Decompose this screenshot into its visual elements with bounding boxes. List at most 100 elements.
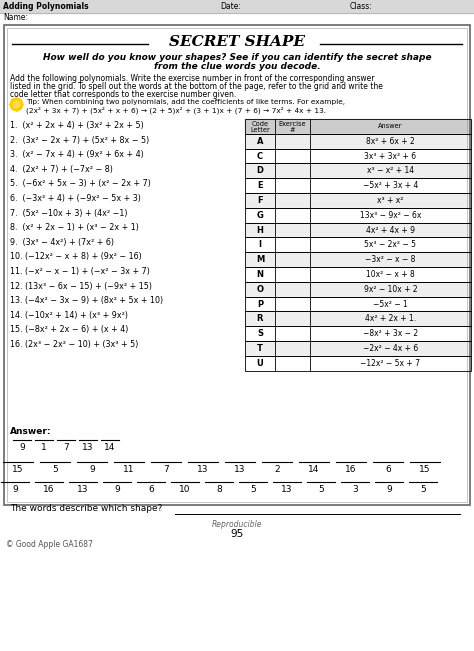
Bar — [4, 25, 470, 505]
Text: SECRET SHAPE: SECRET SHAPE — [169, 35, 305, 49]
Text: E: E — [257, 181, 263, 190]
Bar — [245, 311, 471, 326]
Text: 13: 13 — [234, 465, 246, 474]
Bar — [245, 223, 471, 238]
Text: listed in the grid. To spell out the words at the bottom of the page, refer to t: listed in the grid. To spell out the wor… — [10, 82, 383, 91]
Text: Reproducible: Reproducible — [212, 520, 262, 529]
Bar — [245, 326, 471, 341]
Text: H: H — [256, 226, 264, 234]
Text: 10: 10 — [179, 485, 191, 494]
Text: 13: 13 — [82, 443, 94, 452]
Bar — [245, 119, 471, 134]
Bar — [245, 178, 471, 193]
Text: 2: 2 — [274, 465, 280, 474]
Text: 2.  (3x² − 2x + 7) + (5x² + 8x − 5): 2. (3x² − 2x + 7) + (5x² + 8x − 5) — [10, 135, 149, 145]
Text: T: T — [257, 344, 263, 353]
Bar — [245, 282, 471, 297]
Bar — [245, 252, 471, 267]
Text: −12x² − 5x + 7: −12x² − 5x + 7 — [361, 359, 420, 368]
Text: 7: 7 — [63, 443, 69, 452]
Text: −8x² + 3x − 2: −8x² + 3x − 2 — [363, 329, 418, 339]
Bar — [245, 282, 471, 297]
Text: 9: 9 — [89, 465, 95, 474]
Bar — [245, 134, 471, 148]
Text: 3x³ + 3x² + 6: 3x³ + 3x² + 6 — [365, 152, 417, 161]
Bar — [245, 208, 471, 223]
Text: Answer:: Answer: — [10, 427, 52, 436]
Text: 1.  (x² + 2x + 4) + (3x² + 2x + 5): 1. (x² + 2x + 4) + (3x² + 2x + 5) — [10, 121, 144, 130]
Text: 15: 15 — [12, 465, 24, 474]
Text: (2x² + 3x + 7) + (5x² + x + 6) → (2 + 5)x² + (3 + 1)x + (7 + 6) → 7x² + 4x + 13.: (2x² + 3x + 7) + (5x² + x + 6) → (2 + 5)… — [26, 107, 326, 115]
Text: The words describe which shape?: The words describe which shape? — [10, 504, 165, 513]
Text: F: F — [257, 196, 263, 205]
Text: 13x³ − 9x² − 6x: 13x³ − 9x² − 6x — [360, 211, 421, 220]
Bar — [245, 267, 471, 282]
Bar — [245, 238, 471, 252]
Text: I: I — [258, 240, 262, 249]
Bar — [245, 148, 471, 163]
Text: 14: 14 — [104, 443, 116, 452]
Text: 5x³ − 2x² − 5: 5x³ − 2x² − 5 — [365, 240, 417, 249]
Bar — [245, 341, 471, 356]
Text: x³ − x² + 14: x³ − x² + 14 — [367, 167, 414, 175]
Text: 14: 14 — [308, 465, 319, 474]
Text: Code
Letter: Code Letter — [250, 121, 270, 133]
Text: 13: 13 — [281, 485, 293, 494]
Bar — [245, 356, 471, 370]
Text: 9: 9 — [12, 485, 18, 494]
Text: 9x² − 10x + 2: 9x² − 10x + 2 — [364, 284, 417, 294]
Text: 1: 1 — [41, 443, 47, 452]
Text: Add the following polynomials. Write the exercise number in front of the corresp: Add the following polynomials. Write the… — [10, 74, 374, 83]
Text: 8: 8 — [216, 485, 222, 494]
Bar — [245, 238, 471, 252]
Text: 15. (−8x² + 2x − 6) + (x + 4): 15. (−8x² + 2x − 6) + (x + 4) — [10, 326, 128, 335]
Text: Answer: Answer — [378, 123, 403, 129]
Bar — [245, 193, 471, 208]
Text: Date:: Date: — [220, 2, 241, 11]
Text: M: M — [256, 255, 264, 264]
Text: 4x² + 2x + 1.: 4x² + 2x + 1. — [365, 314, 416, 324]
Bar — [245, 356, 471, 370]
Text: 95: 95 — [230, 529, 244, 539]
Text: from the clue words you decode.: from the clue words you decode. — [154, 62, 320, 71]
Text: 16. (2x³ − 2x² − 10) + (3x³ + 5): 16. (2x³ − 2x² − 10) + (3x³ + 5) — [10, 340, 138, 349]
Text: x³ + x²: x³ + x² — [377, 196, 404, 205]
Text: 4.  (2x² + 7) + (−7x² − 8): 4. (2x² + 7) + (−7x² − 8) — [10, 165, 113, 174]
Text: 9: 9 — [114, 485, 120, 494]
Text: 11. (−x² − x − 1) + (−x² − 3x + 7): 11. (−x² − x − 1) + (−x² − 3x + 7) — [10, 267, 150, 276]
Text: O: O — [256, 284, 264, 294]
Text: 15: 15 — [419, 465, 431, 474]
Bar — [245, 119, 471, 134]
Text: 9: 9 — [386, 485, 392, 494]
Text: Tip: When combining two polynomials, add the coefficients of like terms. For exa: Tip: When combining two polynomials, add… — [26, 99, 345, 105]
Text: 5: 5 — [420, 485, 426, 494]
Bar — [245, 178, 471, 193]
Text: 16: 16 — [345, 465, 357, 474]
Bar — [245, 148, 471, 163]
Text: C: C — [257, 152, 263, 161]
Text: 9.  (3x³ − 4x²) + (7x² + 6): 9. (3x³ − 4x²) + (7x² + 6) — [10, 238, 114, 247]
Bar — [245, 163, 471, 178]
Text: How well do you know your shapes? See if you can identify the secret shape: How well do you know your shapes? See if… — [43, 53, 431, 62]
Bar — [245, 163, 471, 178]
Text: 6: 6 — [148, 485, 154, 494]
Bar — [245, 297, 471, 311]
Text: A: A — [257, 137, 263, 146]
Bar — [245, 134, 471, 148]
Text: 6.  (−3x² + 4) + (−9x² − 5x + 3): 6. (−3x² + 4) + (−9x² − 5x + 3) — [10, 194, 141, 203]
Bar — [245, 252, 471, 267]
Text: 13. (−4x² − 3x − 9) + (8x² + 5x + 10): 13. (−4x² − 3x − 9) + (8x² + 5x + 10) — [10, 296, 163, 305]
Text: 5.  (−6x² + 5x − 3) + (x² − 2x + 7): 5. (−6x² + 5x − 3) + (x² − 2x + 7) — [10, 180, 151, 188]
Text: G: G — [256, 211, 264, 220]
Text: −5x² + 3x + 4: −5x² + 3x + 4 — [363, 181, 418, 190]
Text: 12. (13x³ − 6x − 15) + (−9x² + 15): 12. (13x³ − 6x − 15) + (−9x² + 15) — [10, 282, 152, 290]
Bar — [7, 28, 467, 502]
Bar — [245, 297, 471, 311]
Text: 7.  (5x² −10x + 3) + (4x² −1): 7. (5x² −10x + 3) + (4x² −1) — [10, 208, 128, 217]
Text: 4x² + 4x + 9: 4x² + 4x + 9 — [366, 226, 415, 234]
Bar — [245, 311, 471, 326]
Text: 5: 5 — [52, 465, 58, 474]
Text: 14. (−10x² + 14) + (x³ + 9x²): 14. (−10x² + 14) + (x³ + 9x²) — [10, 311, 128, 320]
Text: D: D — [256, 167, 264, 175]
Bar — [245, 223, 471, 238]
